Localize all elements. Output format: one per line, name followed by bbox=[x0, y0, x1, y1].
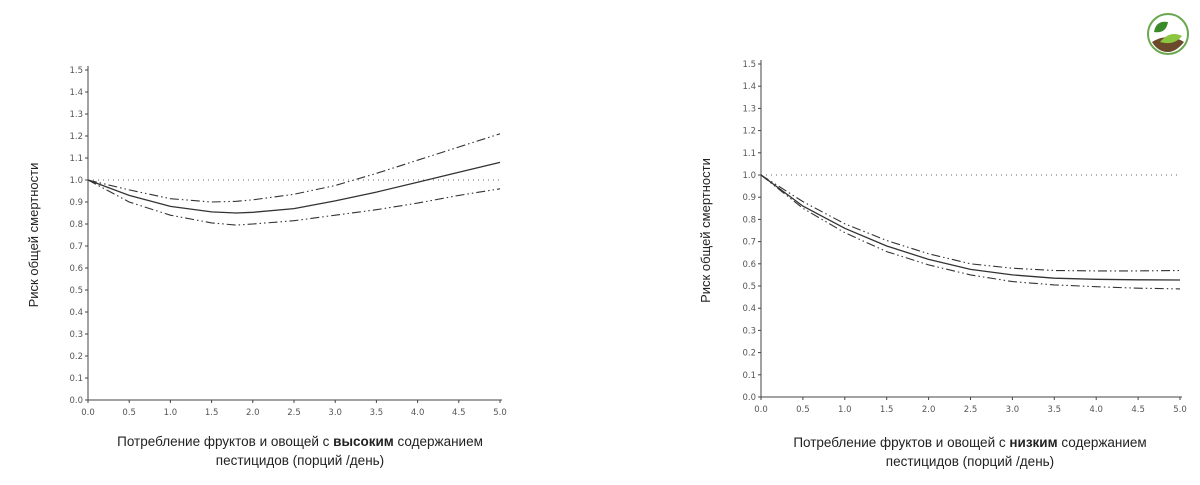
logo-leaf-right bbox=[1160, 34, 1182, 44]
x-tick-label: 2.5 bbox=[287, 408, 301, 418]
y-tick-label: 1.2 bbox=[69, 132, 83, 142]
y-tick-label: 0.2 bbox=[742, 349, 756, 359]
xlabel-right-emphasis: низким bbox=[1009, 435, 1058, 450]
x-tick-label: 4.0 bbox=[411, 408, 425, 418]
x-tick-label: 0.0 bbox=[81, 408, 95, 418]
chart-high-pesticide: 0.0 0.1 0.2 0.3 0.4 0.5 0.6 0.7 0.8 0.9 1.0 1.1 1.2 1… bbox=[26, 66, 520, 470]
series-lower-line bbox=[87, 179, 501, 226]
y-tick-label: 0.1 bbox=[742, 371, 756, 381]
x-tick-label: 2.0 bbox=[922, 405, 936, 415]
x-tick-label: 2.0 bbox=[246, 408, 260, 418]
y-tick-label: 1.0 bbox=[69, 176, 83, 186]
y-tick-label: 1.1 bbox=[69, 154, 83, 164]
y-tick-label: 0.3 bbox=[69, 330, 83, 340]
y-tick-label: 1.4 bbox=[69, 88, 83, 98]
x-tick-label: 4.0 bbox=[1089, 405, 1103, 415]
x-tick-label: 4.5 bbox=[1131, 405, 1145, 415]
y-tick-label: 1.4 bbox=[742, 82, 756, 92]
y-tick-label: 0.2 bbox=[69, 352, 83, 362]
y-tick-label: 0.7 bbox=[742, 238, 756, 248]
x-tick-label: 3.5 bbox=[370, 408, 384, 418]
x-axis-label-left: Потребление фруктов и овощей с высоким с… bbox=[80, 432, 520, 470]
y-tick-label: 0.6 bbox=[69, 264, 83, 274]
y-tick-label: 0.8 bbox=[69, 220, 83, 230]
x-tick-label: 3.0 bbox=[328, 408, 342, 418]
y-tick-label: 0.4 bbox=[69, 308, 83, 318]
y-tick-label: 0.7 bbox=[69, 242, 83, 252]
y-tick-label: 1.0 bbox=[742, 171, 756, 181]
x-axis-label-right: Потребление фруктов и овощей с низким со… bbox=[750, 433, 1190, 471]
y-tick-label: 1.5 bbox=[69, 66, 83, 76]
x-tick-label: 3.5 bbox=[1048, 405, 1062, 415]
x-tick-label: 5.0 bbox=[493, 408, 507, 418]
chart-right-svg: 0.0 0.1 0.2 0.3 0.4 0.5 0.6 0.7 0.8 0.9 1.0 1.1 1.2 1… bbox=[698, 60, 1187, 415]
y-tick-label: 0.0 bbox=[69, 396, 83, 406]
series-lower-line bbox=[760, 174, 1181, 290]
y-axis-label: Риск общей смертности bbox=[26, 163, 41, 308]
y-tick-label: 0.4 bbox=[742, 304, 756, 314]
x-tick-label: 3.0 bbox=[1006, 405, 1020, 415]
y-tick-label: 1.2 bbox=[742, 127, 756, 137]
series-upper-line bbox=[760, 174, 1181, 272]
x-tick-label: 5.0 bbox=[1173, 405, 1187, 415]
xlabel-right-part3: содержанием bbox=[1057, 435, 1147, 450]
y-tick-label: 1.5 bbox=[742, 60, 756, 70]
leaf-logo-icon bbox=[1147, 13, 1189, 55]
y-tick-label: 0.3 bbox=[742, 326, 756, 336]
x-tick-label: 1.5 bbox=[880, 405, 894, 415]
xlabel-left-part3: содержанием bbox=[393, 434, 483, 449]
y-axis-label: Риск общей смертности bbox=[698, 158, 713, 303]
chart-low-pesticide: 0.0 0.1 0.2 0.3 0.4 0.5 0.6 0.7 0.8 0.9 1.0 1.1 1.2 1… bbox=[670, 0, 1200, 485]
xlabel-right-part1: Потребление фруктов и овощей с bbox=[793, 435, 1010, 450]
xlabel-right-line2: пестицидов (порций /день) bbox=[885, 454, 1055, 469]
series-estimate-line bbox=[87, 161, 501, 214]
xlabel-left-line2: пестицидов (порций /день) bbox=[215, 453, 385, 468]
y-tick-label: 0.6 bbox=[742, 260, 756, 270]
x-tick-label: 2.5 bbox=[964, 405, 978, 415]
x-tick-label: 4.5 bbox=[452, 408, 466, 418]
y-tick-label: 0.9 bbox=[742, 193, 756, 203]
x-tick-label: 0.0 bbox=[754, 405, 768, 415]
x-tick-label: 0.5 bbox=[796, 405, 810, 415]
x-tick-label: 1.5 bbox=[205, 408, 219, 418]
x-tick-label: 1.0 bbox=[164, 408, 178, 418]
logo-leaf-left bbox=[1154, 21, 1168, 33]
series-upper-line bbox=[87, 133, 501, 203]
y-tick-label: 0.5 bbox=[69, 286, 83, 296]
series-estimate-line bbox=[760, 174, 1181, 281]
y-tick-label: 1.3 bbox=[742, 104, 756, 114]
xlabel-left-emphasis: высоким bbox=[333, 434, 394, 449]
xlabel-left-part1: Потребление фруктов и овощей с bbox=[117, 434, 334, 449]
y-tick-label: 0.0 bbox=[742, 393, 756, 403]
y-tick-label: 0.9 bbox=[69, 198, 83, 208]
x-tick-label: 0.5 bbox=[122, 408, 136, 418]
y-tick-label: 1.3 bbox=[69, 110, 83, 120]
chart-left-svg: 0.0 0.1 0.2 0.3 0.4 0.5 0.6 0.7 0.8 0.9 1.0 1.1 1.2 1… bbox=[26, 66, 507, 418]
y-tick-label: 1.1 bbox=[742, 149, 756, 159]
y-tick-label: 0.5 bbox=[742, 282, 756, 292]
leaf-logo bbox=[1146, 12, 1190, 56]
y-tick-label: 0.1 bbox=[69, 374, 83, 384]
x-tick-label: 1.0 bbox=[838, 405, 852, 415]
y-tick-label: 0.8 bbox=[742, 215, 756, 225]
